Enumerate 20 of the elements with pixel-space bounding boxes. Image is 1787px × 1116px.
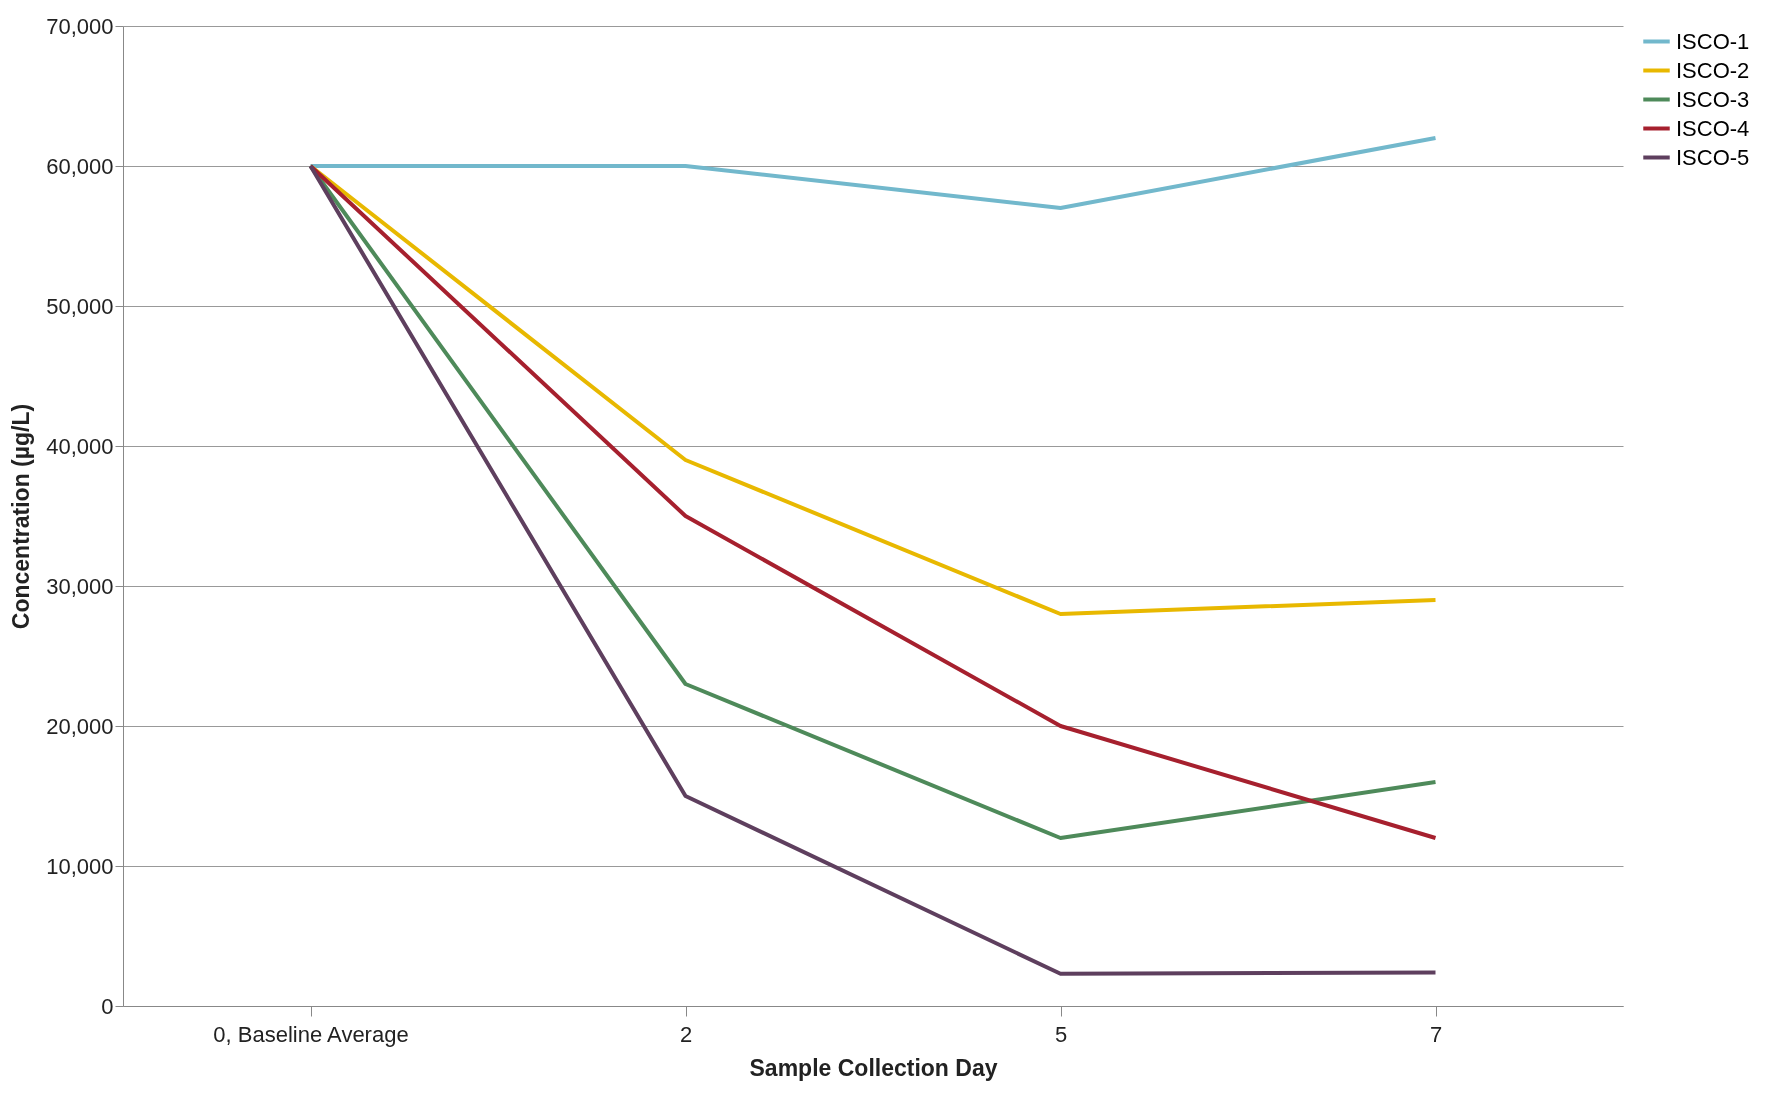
y-tick-label: 70,000 [46,13,114,39]
legend-label: ISCO-5 [1676,144,1750,170]
y-tick-label: 60,000 [46,153,114,179]
line-series [308,164,1438,976]
x-tick-label: 5 [1054,1021,1068,1047]
x-axis-title: Sample Collection Day [749,1054,998,1081]
y-tick-label: 30,000 [46,573,114,599]
y-axis-title: Concentration (µg/L) [8,403,35,630]
x-tick-label: 2 [679,1021,693,1047]
legend-label: ISCO-2 [1676,57,1750,83]
y-tick-label: 40,000 [46,433,114,459]
legend-label: ISCO-3 [1676,86,1750,112]
y-tick-label: 0 [101,993,114,1019]
x-tick-label: 7 [1429,1021,1443,1047]
legend-label: ISCO-1 [1676,28,1750,54]
x-tick-label: 0, Baseline Average [213,1021,409,1047]
y-tick-label: 10,000 [46,853,114,879]
y-tick-label: 50,000 [46,293,114,319]
y-tick-label: 20,000 [46,713,114,739]
legend-label: ISCO-4 [1676,115,1750,141]
